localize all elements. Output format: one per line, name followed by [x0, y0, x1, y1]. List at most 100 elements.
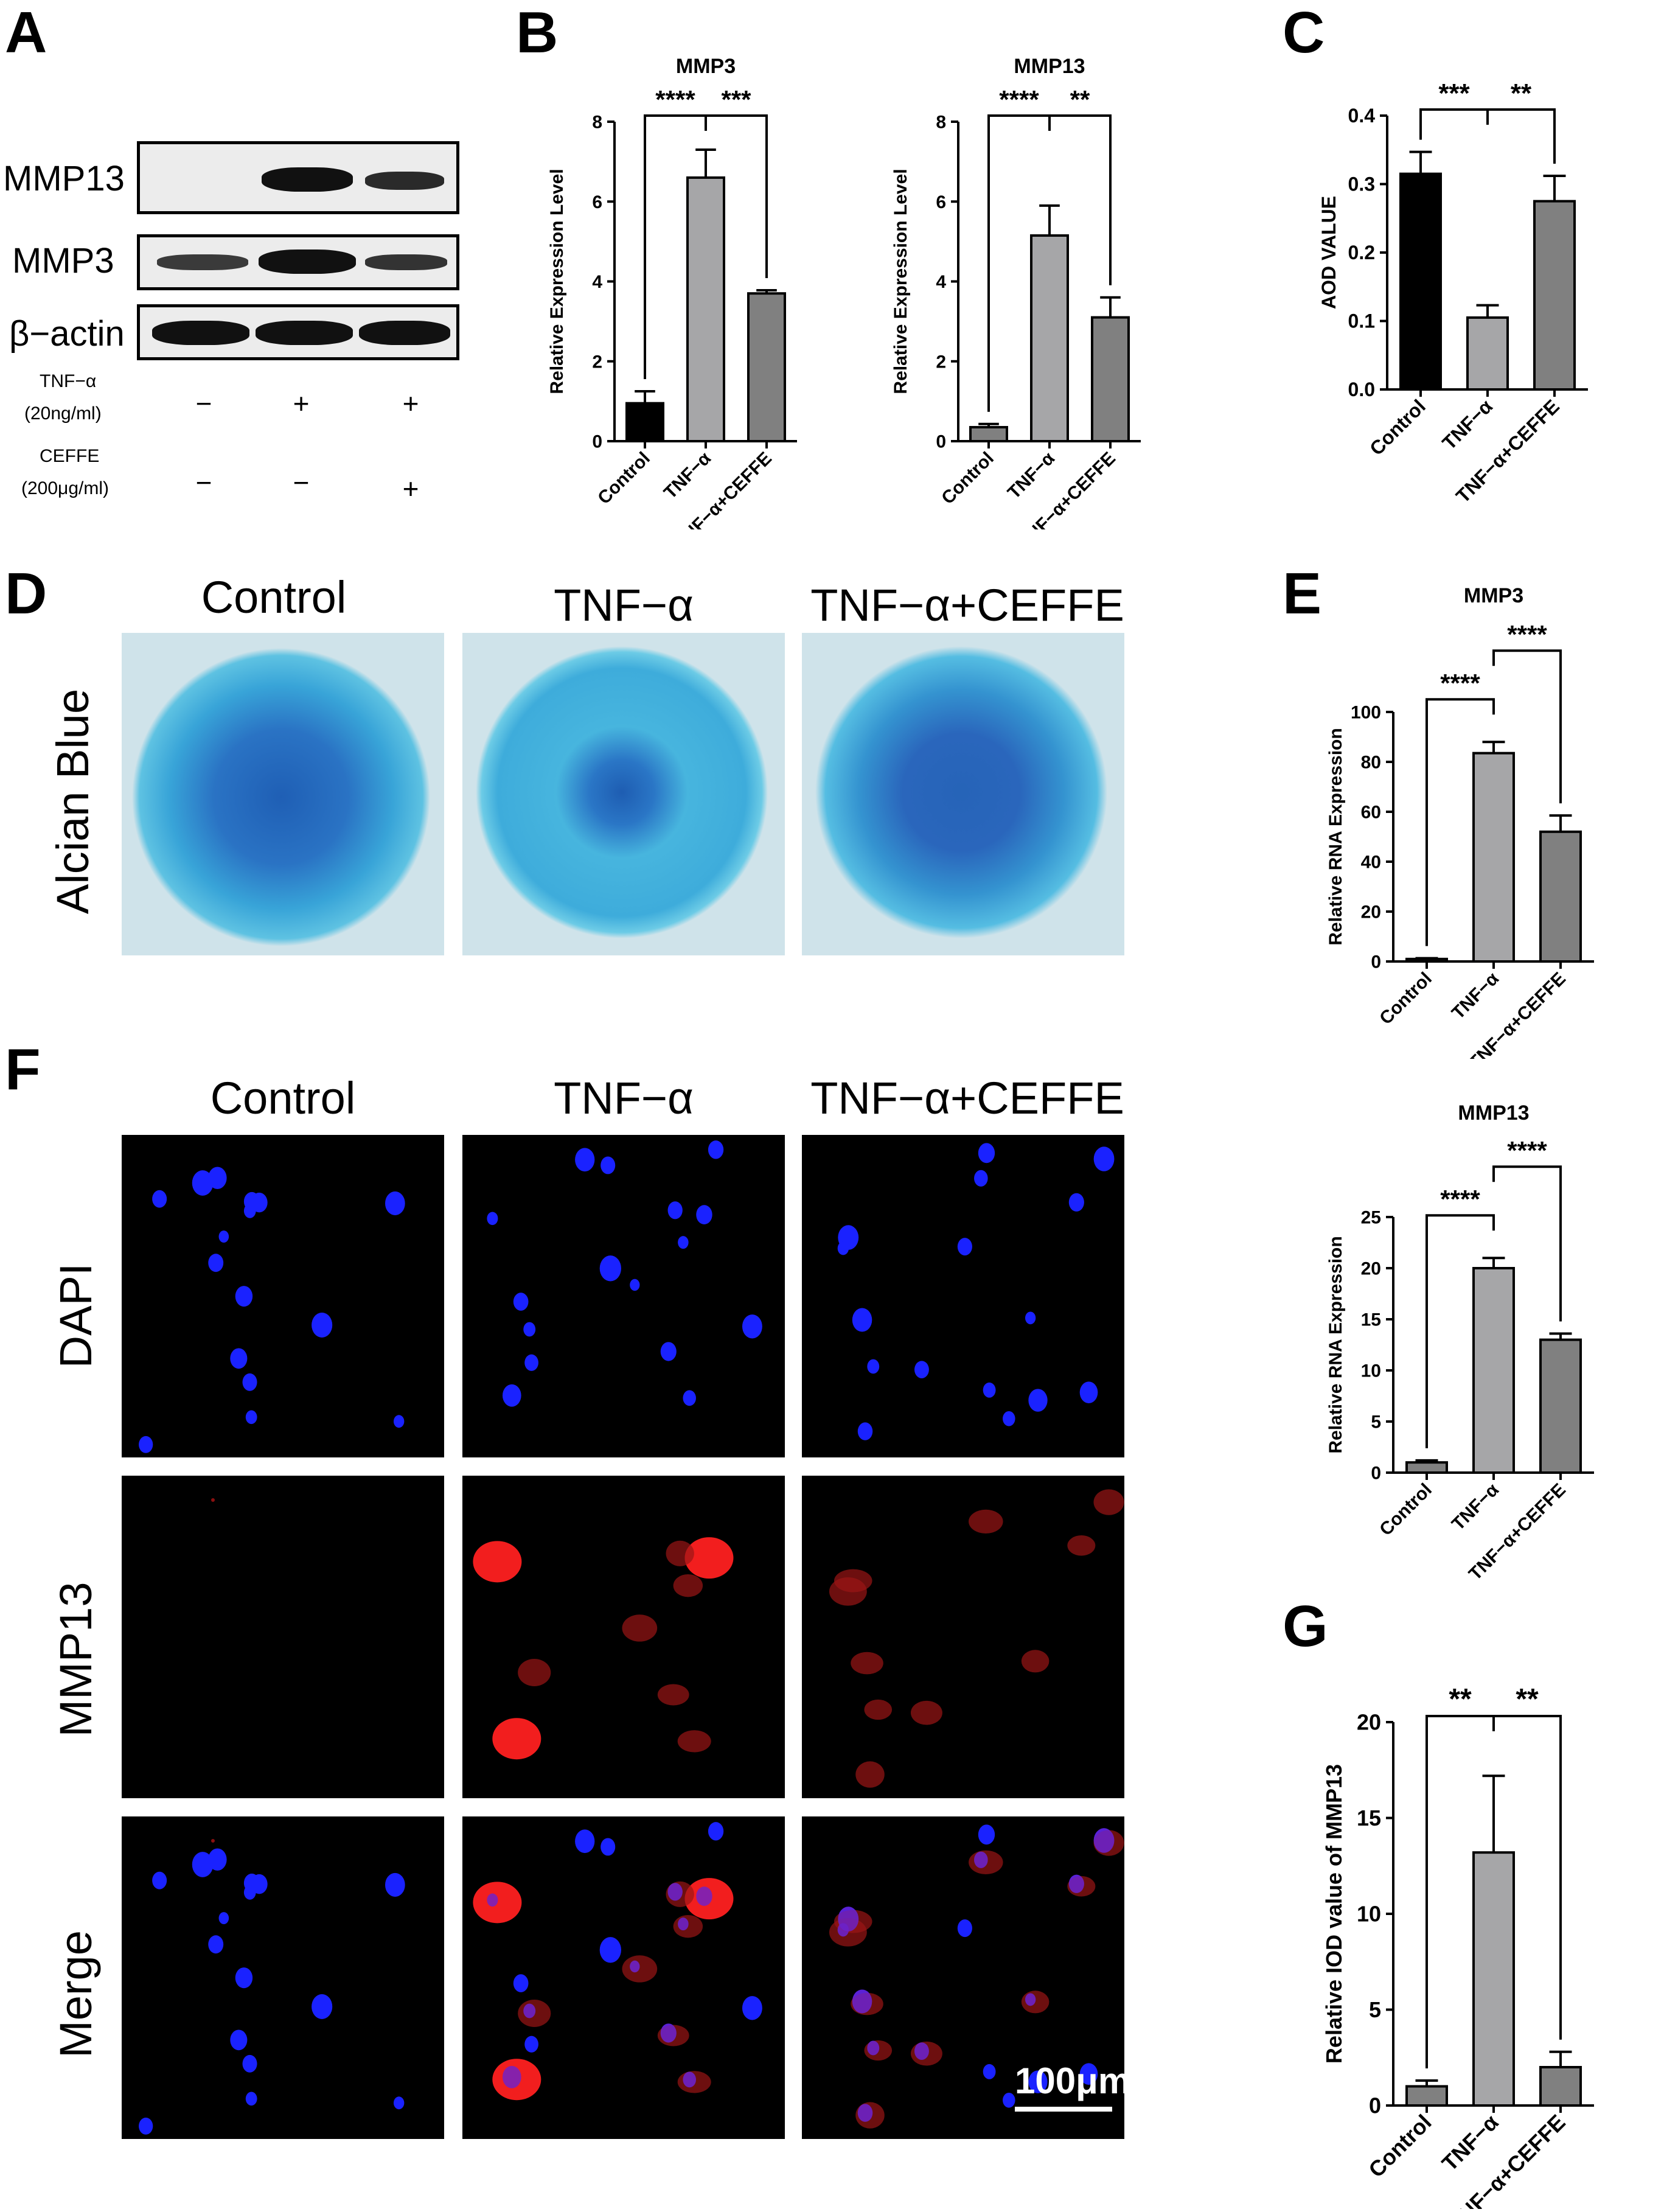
mmp13-signal [969, 1509, 1003, 1533]
nucleus [243, 1885, 256, 1900]
bar-3 [1539, 830, 1582, 963]
nucleus [1028, 2070, 1048, 2093]
bar-2 [1030, 234, 1069, 442]
if-image-mmp13-control [122, 1476, 444, 1798]
nucleus [696, 1205, 712, 1224]
y-tick-label: 10 [1361, 1361, 1381, 1381]
alcian-row-label: Alcian Blue [47, 688, 98, 915]
nucleus [208, 1167, 227, 1190]
mmp13-signal [473, 1541, 522, 1583]
condition-dose-ceffe: (200μg/ml) [21, 478, 109, 498]
nucleus [857, 1422, 873, 1440]
bar-1 [969, 426, 1008, 442]
nucleus [385, 1191, 405, 1216]
band [256, 321, 353, 345]
nucleus [502, 2065, 521, 2088]
significance-label: **** [655, 85, 695, 114]
significance-label: ** [1516, 1683, 1539, 1715]
nucleus [218, 1912, 229, 1924]
nucleus [1068, 1193, 1084, 1212]
mmp13-signal [864, 1699, 893, 1720]
nucleus [914, 2042, 929, 2060]
nucleus [660, 2023, 677, 2043]
panel-label-e: E [1283, 561, 1322, 626]
panel-label-c: C [1283, 0, 1325, 65]
y-tick-label: 2 [936, 352, 946, 372]
x-tick-label: Control [1363, 2110, 1436, 2182]
nucleus [983, 1382, 996, 1398]
nucleus [852, 1989, 872, 2014]
x-tick-label: TNF−α [1437, 2110, 1503, 2176]
if-row-label-mmp13: MMP13 [50, 1582, 101, 1737]
significance-bracket [1492, 1165, 1562, 1322]
nucleus [837, 1923, 849, 1937]
nucleus [957, 1238, 972, 1256]
nucleus [1003, 2092, 1015, 2108]
significance-bracket [1426, 1214, 1495, 1448]
mmp13-signal [855, 1761, 885, 1788]
sign: − [195, 467, 212, 498]
significance-bracket [1492, 649, 1562, 804]
scale-bar-label: 100μm [1015, 2060, 1131, 2101]
chart-title: MMP3 [676, 55, 736, 78]
bar-1 [625, 402, 664, 442]
sign: − [195, 388, 212, 419]
nucleus [708, 1140, 724, 1159]
nucleus [152, 1190, 167, 1208]
chart-title: MMP3 [1464, 584, 1523, 607]
mmp13-signal [622, 1955, 658, 1983]
nucleus [1003, 1411, 1015, 1426]
nucleus [683, 1390, 696, 1406]
nucleus [696, 1886, 712, 1906]
y-tick-label: 0 [1371, 1464, 1381, 1484]
y-tick-label: 0 [1371, 952, 1381, 972]
y-tick-label: 4 [592, 272, 602, 292]
x-tick-label: TNF−α [660, 448, 715, 503]
bar-1 [1405, 1461, 1448, 1474]
nucleus [575, 1829, 595, 1854]
alcian-image-control [122, 633, 444, 955]
nucleus [599, 1937, 621, 1963]
significance-label: **** [1507, 1136, 1547, 1165]
y-tick-label: 6 [936, 192, 946, 212]
nucleus [312, 1313, 333, 1338]
nucleus [393, 2096, 405, 2110]
chart-e-mmp13-rna: MMP13 0 5 10 15 20 25 Relative RNA Expression Co… [1302, 1095, 1664, 1588]
nucleus [1025, 1311, 1036, 1325]
mmp13-signal [829, 1577, 867, 1606]
nucleus [242, 2054, 257, 2073]
bar-2 [1472, 752, 1515, 963]
nucleus [974, 1170, 988, 1187]
bar-1 [1405, 2085, 1448, 2107]
significance-label: **** [1440, 669, 1480, 697]
bar-3 [747, 292, 786, 442]
bar-2 [1472, 1267, 1515, 1474]
if-col-title-control: Control [210, 1073, 356, 1123]
blot-strip-actin [137, 304, 459, 360]
mmp13-signal [1021, 1650, 1050, 1673]
nucleus [208, 1254, 224, 1272]
chart-g-iod: 0 5 10 15 20 Relative IOD value of MMP13 Contr… [1302, 1664, 1664, 2212]
x-tick-label: Control [1365, 395, 1430, 459]
band [365, 254, 447, 270]
panel-label-f: F [5, 1037, 41, 1102]
sign: − [293, 467, 310, 498]
mmp13-signal [518, 1659, 551, 1686]
nucleus [601, 1838, 616, 1856]
nucleus [837, 1241, 849, 1255]
scale-bar [1015, 2107, 1112, 2112]
band [359, 321, 450, 345]
nucleus [852, 1308, 872, 1332]
chart-b-mmp13: MMP13 0 2 4 6 8 Relative Expression Level Contr… [879, 49, 1244, 553]
band [152, 321, 249, 345]
sign: + [402, 388, 419, 419]
significance-label: **** [999, 85, 1039, 114]
blot-label-mmp3: MMP3 [12, 241, 114, 281]
mmp13-signal [666, 1540, 694, 1566]
nucleus [914, 1361, 929, 1379]
nucleus [192, 1852, 214, 1877]
bar-3 [1533, 200, 1576, 391]
nucleus [957, 1919, 972, 1938]
y-tick-label: 0 [936, 432, 946, 452]
nucleus [678, 1236, 689, 1249]
